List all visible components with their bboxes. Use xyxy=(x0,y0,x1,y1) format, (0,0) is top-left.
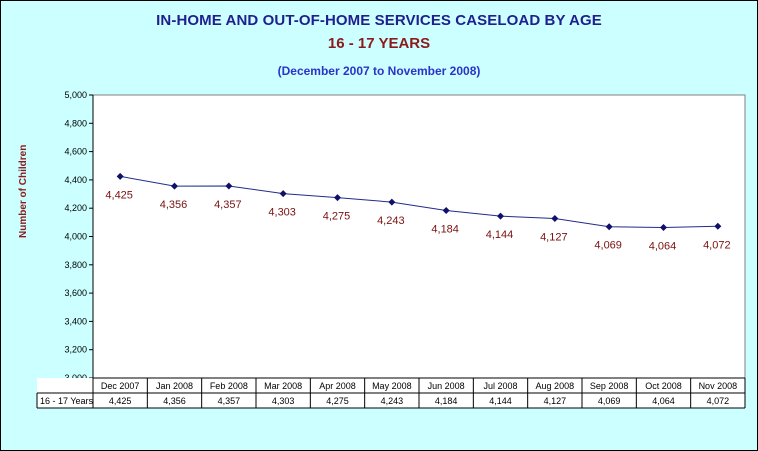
x-tick-label: Nov 2008 xyxy=(699,381,738,391)
table-cell-value: 4,127 xyxy=(544,396,567,406)
chart-subtitle: 16 - 17 YEARS xyxy=(327,35,431,52)
data-point xyxy=(551,215,559,223)
y-tick-label: 4,000 xyxy=(64,232,87,242)
x-tick-label: Jun 2008 xyxy=(428,381,465,391)
chart-date-range: (December 2007 to November 2008) xyxy=(277,64,481,78)
data-point xyxy=(660,223,667,231)
y-tick-label: 3,400 xyxy=(64,316,87,326)
table-cell-value: 4,144 xyxy=(489,396,512,406)
data-point xyxy=(442,206,450,214)
table-cell-value: 4,064 xyxy=(652,396,675,406)
x-tick-label: Aug 2008 xyxy=(536,381,575,391)
data-label: 4,275 xyxy=(323,211,351,223)
y-tick-label: 5,000 xyxy=(64,90,87,100)
y-tick-label: 4,600 xyxy=(64,147,87,157)
x-tick-label: May 2008 xyxy=(372,381,412,391)
y-tick-label: 3,800 xyxy=(64,260,87,270)
x-tick-label: Jan 2008 xyxy=(156,381,193,391)
data-point xyxy=(497,212,504,220)
table-cell-value: 4,072 xyxy=(707,396,730,406)
data-point xyxy=(116,172,124,180)
table-cell-value: 4,069 xyxy=(598,396,621,406)
y-tick-label: 4,400 xyxy=(64,175,87,185)
y-tick-label: 4,800 xyxy=(64,118,87,128)
y-tick-label: 3,200 xyxy=(64,345,87,355)
x-tick-label: Dec 2007 xyxy=(101,381,140,391)
table-series-name: 16 - 17 Years xyxy=(40,396,94,406)
x-tick-label: Jul 2008 xyxy=(483,381,517,391)
data-label: 4,072 xyxy=(703,239,731,251)
data-point xyxy=(714,222,722,230)
data-label: 4,064 xyxy=(649,240,677,252)
x-tick-label: Mar 2008 xyxy=(264,381,302,391)
x-tick-label: Apr 2008 xyxy=(319,381,356,391)
plot-area xyxy=(92,94,746,379)
table-cell-value: 4,275 xyxy=(326,396,349,406)
data-point xyxy=(225,182,233,190)
x-tick-label: Sep 2008 xyxy=(590,381,629,391)
data-label: 4,356 xyxy=(160,199,188,211)
data-point xyxy=(605,223,613,231)
data-label: 4,357 xyxy=(214,199,242,211)
table-cell-value: 4,303 xyxy=(272,396,295,406)
data-label: 4,184 xyxy=(431,223,459,235)
data-label: 4,243 xyxy=(377,215,405,227)
table-cell-value: 4,356 xyxy=(163,396,186,406)
table-cell-value: 4,357 xyxy=(218,396,241,406)
table-cell-value: 4,184 xyxy=(435,396,458,406)
series-line xyxy=(120,175,718,228)
table-cell-value: 4,243 xyxy=(381,396,404,406)
y-tick-label: 4,200 xyxy=(64,203,87,213)
data-point xyxy=(171,182,178,190)
chart-title: IN-HOME AND OUT-OF-HOME SERVICES CASELOA… xyxy=(156,12,602,29)
data-point xyxy=(279,190,287,198)
data-label: 4,069 xyxy=(594,240,622,252)
data-label: 4,127 xyxy=(540,232,568,244)
data-point xyxy=(334,194,341,202)
x-tick-label: Feb 2008 xyxy=(210,381,248,391)
data-label: 4,144 xyxy=(486,229,514,241)
y-tick-label: 3,600 xyxy=(64,288,87,298)
table-cell-value: 4,425 xyxy=(109,396,132,406)
data-label: 4,425 xyxy=(105,189,133,201)
x-tick-label: Oct 2008 xyxy=(645,381,682,391)
data-label: 4,303 xyxy=(268,207,296,219)
data-point xyxy=(388,198,396,206)
